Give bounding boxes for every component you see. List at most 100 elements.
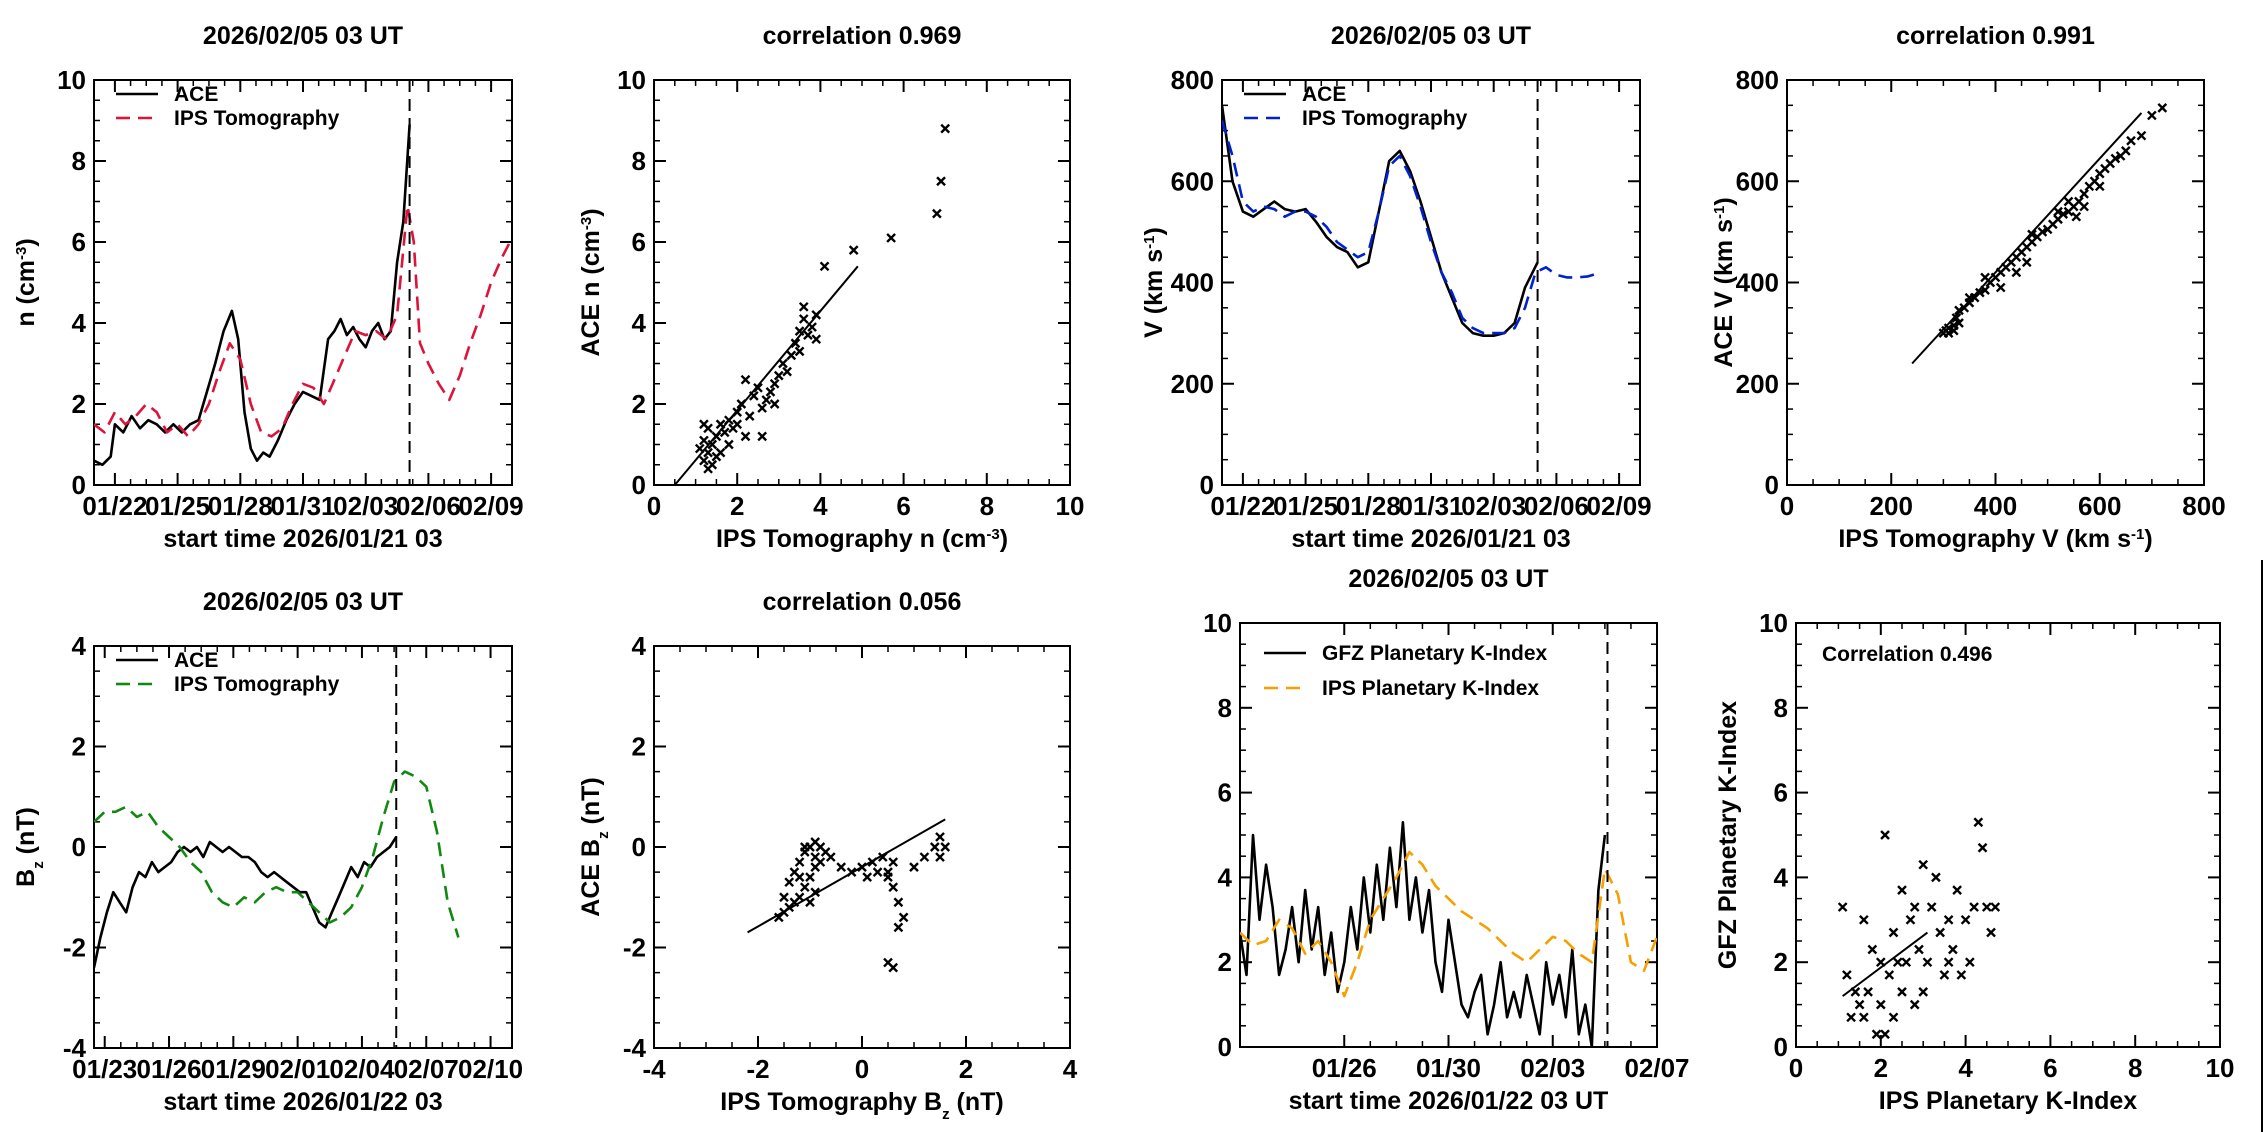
data-point bbox=[765, 387, 776, 397]
plot-area bbox=[1240, 821, 1657, 1047]
series-line-secondary bbox=[94, 204, 512, 438]
data-point bbox=[794, 346, 805, 357]
data-point bbox=[2011, 267, 2022, 278]
data-point bbox=[732, 419, 743, 430]
data-point bbox=[744, 411, 755, 421]
y-tick-label: 2 bbox=[1774, 947, 1788, 977]
x-tick-label: 01/22 bbox=[1210, 491, 1275, 521]
data-point bbox=[898, 912, 909, 923]
data-point bbox=[703, 447, 713, 458]
data-point bbox=[1837, 902, 1848, 912]
data-point bbox=[748, 391, 759, 401]
chart-title: 2026/02/05 03 UT bbox=[203, 22, 403, 50]
y-tick-label: -4 bbox=[63, 1033, 87, 1063]
y-axis-label: V (km s-1) bbox=[1140, 227, 1168, 338]
legend-label: ACE bbox=[174, 649, 218, 672]
data-point bbox=[1973, 817, 1984, 828]
data-point bbox=[848, 245, 859, 255]
series-line-secondary bbox=[1222, 120, 1599, 335]
data-point bbox=[893, 922, 904, 933]
data-point bbox=[1977, 842, 1988, 853]
data-point bbox=[805, 872, 815, 882]
y-tick-label: -2 bbox=[63, 933, 86, 963]
x-tick-label: 01/23 bbox=[72, 1054, 137, 1084]
y-tick-label: 6 bbox=[1774, 778, 1788, 808]
data-point bbox=[872, 867, 883, 877]
data-point bbox=[1926, 902, 1937, 912]
data-point bbox=[2037, 227, 2048, 237]
x-tick-label: 02/07 bbox=[394, 1054, 459, 1084]
data-point bbox=[935, 852, 945, 862]
data-point bbox=[867, 857, 878, 867]
y-tick-label: 10 bbox=[617, 65, 646, 95]
data-point bbox=[1952, 885, 1962, 895]
data-point bbox=[932, 208, 942, 219]
x-axis-label: start time 2026/01/22 03 bbox=[163, 1088, 442, 1116]
panel-bz-scatter: -4 -2 0 2 4 -4 -2 0 2 4 correlation 0.056 IPS Tomog… bbox=[577, 588, 1078, 1123]
y-tick-label: 600 bbox=[1736, 166, 1779, 196]
data-point bbox=[1909, 902, 1920, 912]
panel-kp-time: 01/26 01/30 02/03 02/07 0 2 4 6 8 10 2026/02/05 03… bbox=[1203, 565, 1689, 1115]
data-point bbox=[1897, 987, 1907, 997]
x-axis-label: start time 2026/01/22 03 UT bbox=[1289, 1087, 1609, 1115]
data-point bbox=[1969, 902, 1979, 912]
x-tick-label: 0 bbox=[855, 1054, 869, 1084]
plot-area bbox=[1222, 105, 1599, 337]
y-tick-label: 800 bbox=[1736, 65, 1779, 95]
data-point bbox=[699, 435, 709, 446]
data-point bbox=[2157, 102, 2168, 113]
y-tick-label: 4 bbox=[632, 308, 647, 338]
y-tick-label: 0 bbox=[1218, 1032, 1232, 1062]
x-tick-label: 8 bbox=[2128, 1053, 2142, 1083]
data-point bbox=[1990, 902, 2001, 912]
x-tick-label: 02/07 bbox=[1624, 1053, 1689, 1083]
data-point bbox=[1858, 1012, 1869, 1023]
y-tick-label: 6 bbox=[632, 227, 646, 257]
data-point bbox=[699, 419, 709, 430]
panel-n-scatter: 0 2 4 6 8 10 0 2 4 6 8 10 correlation 0.969 IPS Tomog… bbox=[577, 22, 1084, 553]
y-tick-label: 2 bbox=[632, 389, 646, 419]
data-point bbox=[825, 852, 836, 862]
x-tick-label: 01/25 bbox=[145, 491, 210, 521]
legend-label: IPS Tomography bbox=[174, 673, 340, 696]
data-point bbox=[1948, 944, 1958, 955]
data-point bbox=[1943, 957, 1954, 968]
panel-bz-time: 01/23 01/26 01/29 02/01 02/04 02/07 02/10 -4 -2 0… bbox=[12, 588, 523, 1116]
data-point bbox=[857, 862, 867, 872]
y-tick-label: 8 bbox=[72, 146, 86, 176]
data-point bbox=[799, 842, 810, 852]
legend-label: IPS Planetary K-Index bbox=[1322, 677, 1539, 700]
data-point bbox=[1918, 859, 1929, 870]
data-point bbox=[757, 431, 768, 442]
y-axis-label: Bz (nT) bbox=[12, 807, 47, 887]
data-point bbox=[810, 837, 821, 847]
x-tick-label: 01/28 bbox=[1336, 491, 1401, 521]
x-tick-label: 10 bbox=[1056, 491, 1085, 521]
x-tick-label: 02/06 bbox=[1524, 491, 1589, 521]
x-tick-label: 01/30 bbox=[1416, 1053, 1481, 1083]
data-point bbox=[2021, 257, 2032, 268]
y-tick-label: 8 bbox=[632, 146, 646, 176]
data-point bbox=[2063, 196, 2074, 207]
data-point bbox=[935, 832, 945, 842]
x-axis-label: start time 2026/01/21 03 bbox=[1291, 525, 1570, 553]
x-tick-label: 4 bbox=[813, 491, 828, 521]
data-point bbox=[803, 330, 813, 340]
x-tick-label: 4 bbox=[1958, 1053, 1973, 1083]
data-point bbox=[703, 463, 713, 474]
data-point bbox=[719, 427, 730, 438]
x-tick-label: 400 bbox=[1974, 491, 2017, 521]
y-tick-label: 8 bbox=[1218, 693, 1232, 723]
y-tick-label: 2 bbox=[72, 732, 86, 762]
data-point bbox=[1897, 885, 1907, 895]
data-point bbox=[1880, 1029, 1890, 1040]
y-tick-label: 200 bbox=[1171, 369, 1214, 399]
y-tick-label: -2 bbox=[623, 933, 646, 963]
x-tick-label: 01/26 bbox=[1312, 1053, 1377, 1083]
data-point bbox=[1901, 957, 1912, 968]
data-point bbox=[773, 912, 784, 923]
data-point bbox=[1931, 872, 1941, 883]
